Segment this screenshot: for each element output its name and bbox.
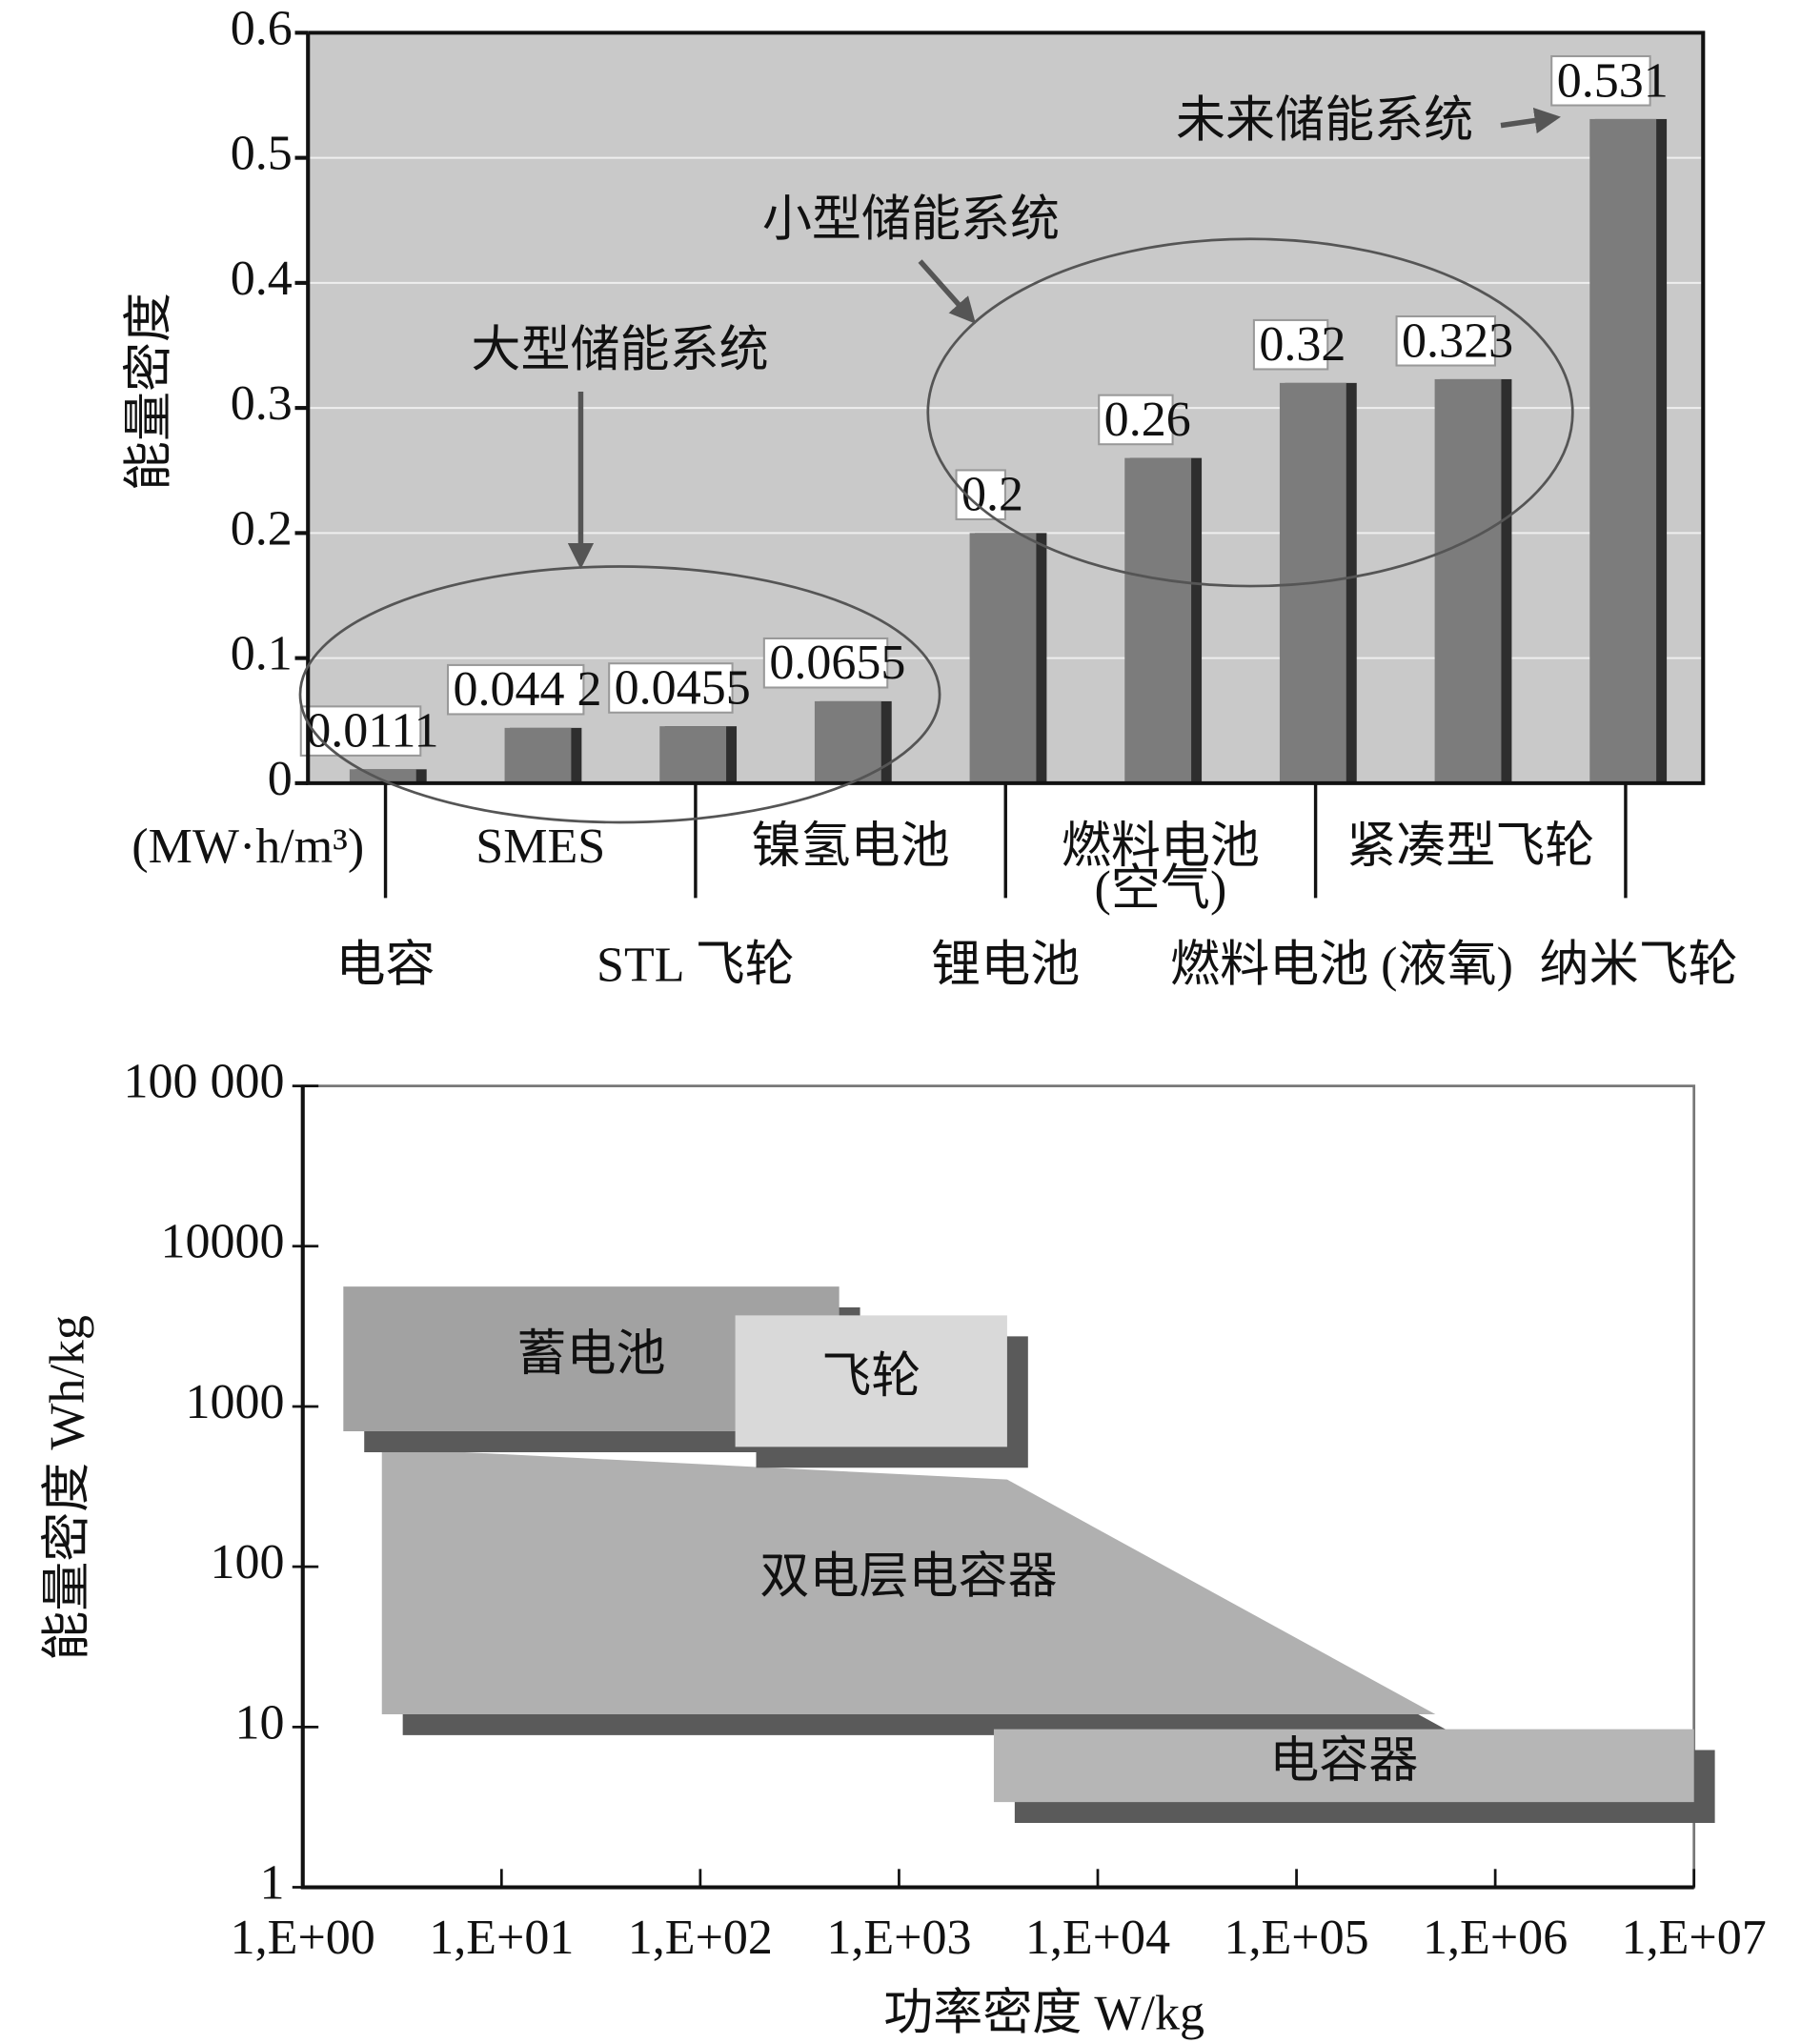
- value-label: 0.2: [961, 468, 1023, 522]
- value-label: 0.0655: [769, 636, 905, 690]
- y-tick-label: 0.6: [231, 1, 293, 55]
- x-tick-label: SMES: [476, 820, 605, 874]
- value-label: 0.0455: [615, 660, 751, 715]
- x-tick-label: STL 飞轮: [597, 939, 795, 993]
- value-label-box: [1252, 318, 1329, 371]
- region: [343, 1286, 840, 1432]
- bar: [814, 700, 881, 783]
- x-tick-label: 1,E+04: [1025, 1911, 1170, 1965]
- value-label: 0.044 2: [453, 662, 601, 717]
- region: [735, 1315, 1007, 1447]
- value-label: 0.323: [1402, 314, 1513, 368]
- value-label-box: [1098, 394, 1174, 446]
- value-label: 0.0111: [306, 704, 438, 759]
- value-label: 0.531: [1557, 53, 1669, 108]
- region-label: 飞轮: [821, 1349, 921, 1404]
- arrow: [1500, 107, 1561, 134]
- x-tick-label: 1,E+06: [1423, 1911, 1568, 1965]
- y-tick-label: 10: [235, 1695, 285, 1750]
- annotation: 未来储能系统: [1176, 94, 1473, 149]
- value-label-box: [608, 662, 734, 714]
- x-axis-label: 功率密度 W/kg: [883, 1986, 1204, 2040]
- x-tick-label: 1,E+01: [429, 1911, 574, 1965]
- annotation: 小型储能系统: [762, 193, 1060, 248]
- value-label-box: [955, 469, 1006, 520]
- y-tick-label: 0.2: [231, 501, 293, 556]
- x-tick-label: 燃料电池 (液氧): [1170, 939, 1513, 993]
- bar: [504, 727, 572, 783]
- axis: [306, 30, 1706, 785]
- x-tick-label: 1,E+07: [1622, 1911, 1767, 1965]
- region-label: 蓄电池: [516, 1327, 665, 1382]
- x-tick-label: 镍氢电池: [752, 820, 950, 874]
- x-tick-label: 1,E+02: [628, 1911, 773, 1965]
- y-axis-unit: (MW·h/m³): [132, 820, 364, 874]
- y-tick-label: 0.4: [231, 252, 293, 306]
- y-tick-label: 0: [268, 752, 293, 806]
- bar: [1589, 118, 1657, 783]
- axis: [300, 1085, 1694, 1890]
- bar: [1124, 457, 1192, 783]
- x-tick-label: 1,E+03: [826, 1911, 971, 1965]
- arrow: [918, 259, 976, 324]
- y-tick-label: 100 000: [123, 1055, 284, 1109]
- bar: [659, 726, 727, 783]
- x-tick-label: 紧凑型飞轮: [1346, 820, 1594, 874]
- y-tick-label: 0.5: [231, 127, 293, 181]
- x-tick-label: 锂电池: [931, 939, 1080, 993]
- value-label: 0.26: [1104, 393, 1191, 447]
- region-label: 双电层电容器: [759, 1549, 1057, 1604]
- x-tick-label: 1,E+05: [1224, 1911, 1368, 1965]
- y-axis-label: 能量密度 Wh/kg: [40, 1315, 94, 1661]
- value-label-box: [762, 637, 889, 689]
- y-tick-label: 10000: [160, 1215, 284, 1269]
- bar: [1434, 378, 1502, 783]
- value-label: 0.32: [1259, 317, 1346, 372]
- region-label: 电容器: [1269, 1734, 1418, 1789]
- value-label-box: [446, 663, 585, 716]
- y-tick-label: 1000: [186, 1375, 285, 1429]
- group-ellipse: [926, 237, 1574, 588]
- group-ellipse: [298, 565, 941, 824]
- x-tick-label: 电容: [336, 939, 435, 993]
- x-tick-label: 燃料电池(空气): [1062, 820, 1260, 916]
- annotation: 大型储能系统: [471, 324, 768, 378]
- bar: [969, 533, 1037, 783]
- value-label-box: [1550, 54, 1651, 107]
- region: [993, 1729, 1694, 1803]
- value-label-box: [299, 705, 422, 757]
- x-tick-label: 纳米飞轮: [1540, 939, 1738, 993]
- y-axis-label: 能量密度: [123, 293, 177, 491]
- value-label-box: [1395, 314, 1496, 367]
- x-tick-label: 1,E+00: [231, 1911, 375, 1965]
- y-tick-label: 100: [211, 1535, 285, 1589]
- region: [381, 1447, 1436, 1715]
- y-tick-label: 0.3: [231, 376, 293, 431]
- y-tick-label: 1: [260, 1855, 285, 1910]
- y-tick-label: 0.1: [231, 627, 293, 681]
